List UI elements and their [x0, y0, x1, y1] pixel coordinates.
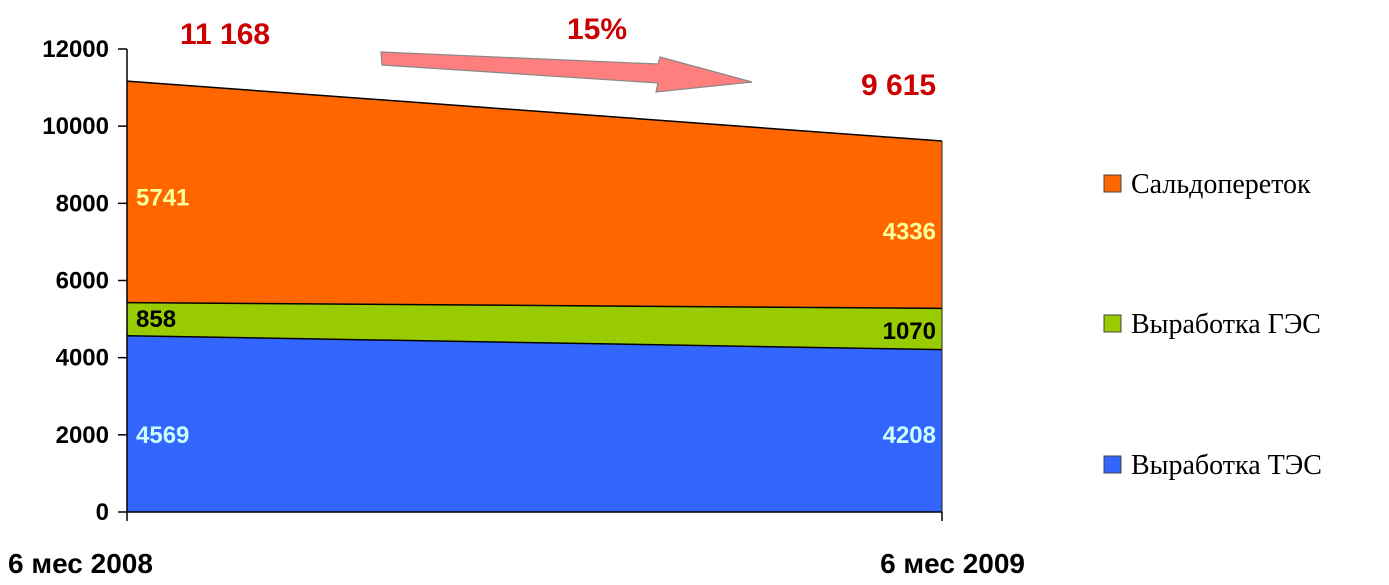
x-category-label: 6 мес 2008: [8, 548, 153, 579]
data-label: 4336: [883, 219, 936, 246]
annotations: 11 168 15% 9 615: [180, 13, 936, 102]
change-percent-label: 15%: [567, 13, 627, 46]
series-top-line-0: [126, 334, 943, 351]
plot-areas: [126, 80, 943, 512]
legend-swatch: [1103, 455, 1122, 474]
y-tick-label: 12000: [42, 36, 109, 63]
y-tick-label: 6000: [56, 268, 109, 295]
trend-arrow: [380, 51, 753, 93]
y-tick-label: 8000: [56, 190, 109, 217]
total-2008-label: 11 168: [180, 18, 270, 51]
data-label: 5741: [136, 185, 189, 212]
area-series-1: [127, 302, 942, 350]
y-tick-label: 2000: [56, 422, 109, 449]
legend-label: Сальдопереток: [1131, 169, 1311, 200]
series-top-line-2: [126, 80, 943, 142]
total-2009-label: 9 615: [861, 69, 936, 102]
data-label: 4208: [883, 422, 936, 449]
legend-swatch: [1103, 174, 1122, 193]
data-label: 4569: [136, 422, 189, 449]
legend-swatch: [1103, 314, 1122, 333]
y-tick-label: 4000: [56, 345, 109, 372]
y-tick-label: 0: [96, 499, 109, 526]
area-series-0: [127, 335, 942, 512]
x-category-label: 6 мес 2009: [880, 548, 1025, 579]
area-series-2: [127, 81, 942, 309]
data-labels: 4569 4208 858 1070 5741 4336: [136, 185, 936, 449]
legend: Сальдопереток Выработка ГЭС Выработка ТЭС: [1103, 169, 1322, 481]
y-tick-label: 10000: [42, 113, 109, 140]
data-label: 858: [136, 306, 176, 333]
legend-label: Выработка ТЭС: [1131, 450, 1322, 481]
data-label: 1070: [883, 318, 936, 345]
series-top-line-1: [126, 301, 943, 310]
y-axis: 0 2000 4000 6000 8000 10000 12000 6 мес 2008 6 м…: [8, 36, 1025, 579]
legend-label: Выработка ГЭС: [1131, 309, 1321, 340]
